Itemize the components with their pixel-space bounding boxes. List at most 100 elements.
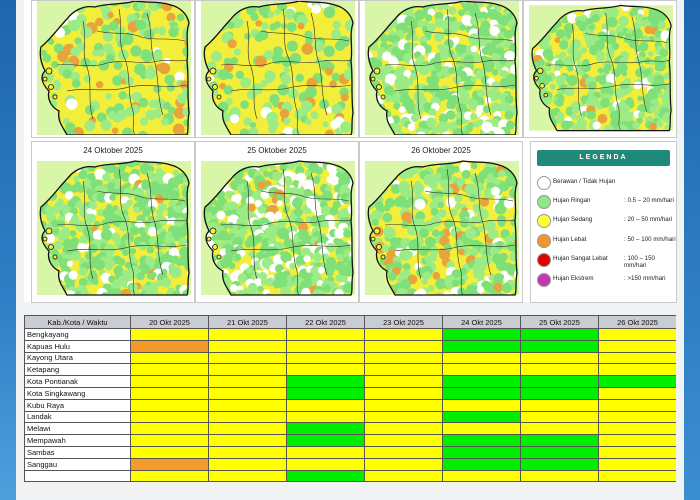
map-title: 24 Oktober 2025 [83, 146, 143, 155]
forecast-cell [598, 434, 676, 447]
region-name: Bengkayang [24, 328, 131, 341]
region-name: Ketapang [24, 363, 131, 377]
column-header: 23 Okt 2025 [364, 315, 443, 329]
forecast-cell [130, 445, 209, 459]
legend-range: : 0.5 – 20 mm/hari [624, 197, 674, 204]
region-name [24, 469, 131, 483]
forecast-cell [598, 422, 676, 436]
forecast-cell [286, 339, 365, 353]
forecast-cell [442, 422, 521, 436]
forecast-table-card: Kab./Kota / Waktu 20 Okt 2025 21 Okt 202… [24, 315, 676, 500]
rainfall-map [201, 1, 355, 135]
legend-range: : >150 mm/hari [624, 275, 666, 282]
forecast-cell [598, 351, 676, 365]
legend-label: Hujan Sedang [553, 216, 593, 223]
forecast-cell [130, 422, 209, 436]
map-panel-21 [195, 0, 359, 138]
legend-label: Hujan Ekstrem [553, 275, 594, 282]
forecast-cell [286, 410, 365, 424]
forecast-cell [598, 457, 676, 471]
region-name: Kubu Raya [24, 398, 131, 412]
forecast-cell [208, 457, 287, 471]
forecast-cell [364, 434, 443, 447]
forecast-cell [364, 339, 443, 353]
forecast-cell [130, 410, 209, 424]
legend-item: Berawan / Tidak Hujan [537, 176, 677, 190]
forecast-cell [598, 363, 676, 377]
map-panel-20 [31, 0, 195, 138]
forecast-cell [364, 351, 443, 365]
legend: LEGENDA Berawan / Tidak Hujan Hujan Ring… [530, 141, 677, 303]
forecast-cell [208, 422, 287, 436]
forecast-cell [130, 434, 209, 447]
forecast-cell [364, 422, 443, 436]
forecast-table: Kab./Kota / Waktu 20 Okt 2025 21 Okt 202… [24, 315, 676, 483]
forecast-cell [442, 328, 521, 341]
table-body: Bengkayang Kapuas Hulu Kayong Utara Ketapan… [24, 328, 676, 483]
forecast-cell [520, 422, 599, 436]
forecast-cell [598, 398, 676, 412]
legend-range: : 50 – 100 mm/hari [624, 236, 676, 243]
table-row: Kubu Raya [24, 398, 676, 412]
column-header: 24 Okt 2025 [442, 315, 521, 329]
column-header: Kab./Kota / Waktu [24, 315, 131, 329]
forecast-cell [520, 410, 599, 424]
region-name: Kota Singkawang [24, 386, 131, 400]
column-header: 22 Okt 2025 [286, 315, 365, 329]
forecast-cell [130, 469, 209, 483]
forecast-cell [130, 457, 209, 471]
left-accent-bar [0, 0, 16, 500]
legend-label: Berawan / Tidak Hujan [553, 178, 616, 185]
forecast-cell [208, 434, 287, 447]
forecast-cell [598, 410, 676, 424]
forecast-cell [286, 457, 365, 471]
legend-swatch [537, 176, 551, 190]
table-row: Melawi [24, 422, 676, 436]
forecast-cell [598, 469, 676, 483]
table-row: Mempawah [24, 434, 676, 447]
forecast-cell [598, 339, 676, 353]
forecast-cell [442, 363, 521, 377]
forecast-cell [364, 375, 443, 388]
forecast-cell [364, 363, 443, 377]
legend-label: Hujan Lebat [553, 236, 587, 243]
forecast-cell [286, 422, 365, 436]
forecast-cell [208, 386, 287, 400]
table-row: Kapuas Hulu [24, 339, 676, 353]
forecast-cell [130, 375, 209, 388]
legend-item: Hujan Sangat Lebat : 100 – 150 mm/hari [537, 253, 677, 269]
forecast-cell [520, 328, 599, 341]
table-row: Sanggau [24, 457, 676, 471]
forecast-cell [286, 351, 365, 365]
table-header-row: Kab./Kota / Waktu 20 Okt 2025 21 Okt 202… [24, 315, 676, 329]
forecast-cell [442, 339, 521, 353]
forecast-cell [364, 410, 443, 424]
forecast-cell [208, 398, 287, 412]
legend-range: : 100 – 150 mm/hari [624, 255, 655, 269]
forecast-cell [286, 386, 365, 400]
region-name: Melawi [24, 422, 131, 436]
legend-label: Hujan Sangat Lebat [553, 255, 608, 262]
rainfall-map [37, 1, 191, 135]
legend-title: LEGENDA [537, 150, 670, 166]
forecast-cell [520, 434, 599, 447]
column-header: 26 Okt 2025 [598, 315, 676, 329]
legend-item: Hujan Lebat : 50 – 100 mm/hari [537, 234, 677, 248]
forecast-cell [364, 445, 443, 459]
forecast-cell [208, 328, 287, 341]
forecast-cell [364, 328, 443, 341]
forecast-cell [442, 469, 521, 483]
forecast-cell [130, 328, 209, 341]
forecast-cell [130, 351, 209, 365]
legend-swatch [537, 214, 551, 228]
region-name: Sambas [24, 445, 131, 459]
forecast-cell [364, 386, 443, 400]
forecast-cell [286, 375, 365, 388]
column-header: 21 Okt 2025 [208, 315, 287, 329]
rainfall-map [365, 160, 519, 296]
legend-item: Hujan Sedang : 20 – 50 mm/hari [537, 214, 677, 228]
forecast-cell [208, 410, 287, 424]
table-row: Landak [24, 410, 676, 424]
forecast-cell [130, 386, 209, 400]
region-name: Kota Pontianak [24, 375, 131, 388]
